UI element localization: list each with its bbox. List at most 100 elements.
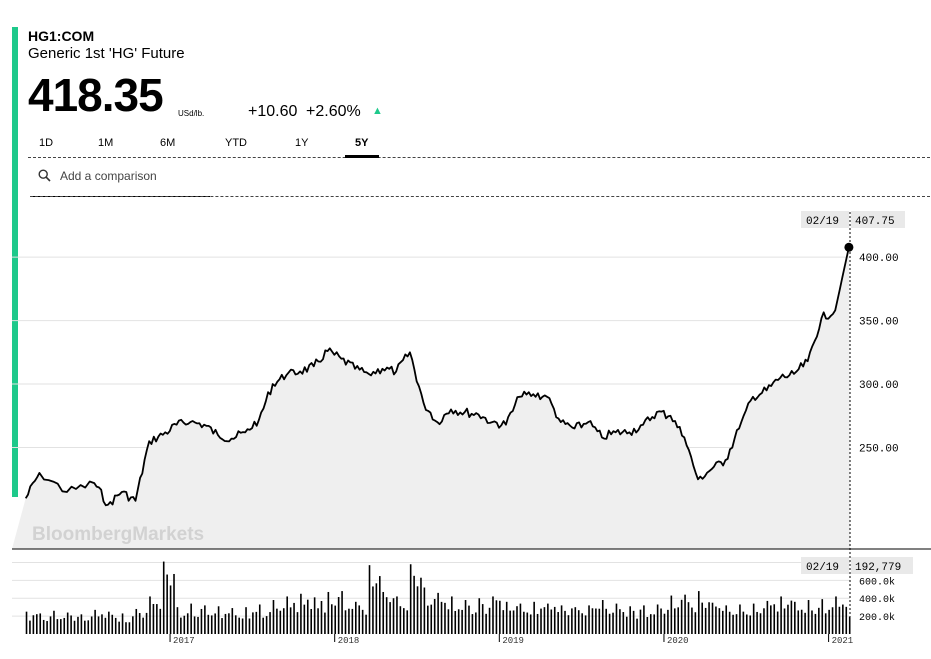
- volume-bar: [478, 598, 481, 634]
- volume-bar: [77, 616, 79, 634]
- instrument-name: Generic 1st 'HG' Future: [28, 45, 185, 62]
- tab-1m[interactable]: 1M: [98, 137, 114, 149]
- volume-bar: [529, 614, 532, 634]
- volume-bar: [649, 614, 652, 634]
- volume-bar: [313, 597, 316, 634]
- volume-bar: [776, 611, 779, 634]
- tab-1y[interactable]: 1Y: [295, 137, 309, 149]
- volume-bar: [265, 616, 268, 634]
- tab-1d[interactable]: 1D: [39, 137, 54, 149]
- volume-bar: [701, 602, 704, 634]
- volume-bar: [735, 614, 738, 634]
- tab-ytd[interactable]: YTD: [225, 137, 247, 149]
- volume-bar: [770, 605, 772, 634]
- volume-bar: [763, 608, 765, 634]
- watermark-text: BloombergMarkets: [32, 524, 204, 545]
- volume-tick-label: 400.0k: [859, 594, 895, 606]
- volume-bar: [214, 613, 216, 634]
- volume-bar: [351, 608, 354, 634]
- volume-bar: [818, 607, 820, 634]
- volume-bar: [571, 608, 573, 634]
- volume-bar: [282, 608, 285, 634]
- volume-bar: [742, 611, 745, 634]
- volume-bar: [838, 606, 841, 634]
- volume-bar: [574, 607, 577, 634]
- volume-bar: [337, 597, 340, 634]
- volume-bar: [639, 609, 642, 634]
- volume-bar: [516, 606, 518, 634]
- volume-bar: [464, 600, 467, 634]
- volume-bar: [413, 575, 415, 634]
- volume-bar: [550, 609, 553, 634]
- volume-bar: [272, 600, 275, 634]
- volume-bar: [73, 620, 76, 634]
- volume-bar: [625, 616, 628, 634]
- volume-bar: [111, 614, 114, 634]
- volume-bar: [252, 612, 254, 634]
- search-divider: [30, 196, 930, 197]
- volume-bar: [392, 598, 395, 634]
- volume-bar: [286, 596, 288, 634]
- volume-bar: [245, 607, 247, 634]
- volume-bar: [708, 602, 710, 634]
- volume-bar: [224, 613, 227, 634]
- volume-bar: [234, 615, 237, 634]
- volume-bar: [451, 596, 453, 634]
- volume-bar: [101, 614, 103, 634]
- cursor-dot: [844, 242, 854, 252]
- volume-bar: [814, 613, 817, 634]
- volume-bar: [293, 602, 295, 634]
- volume-bar: [687, 602, 690, 634]
- volume-bar: [547, 603, 549, 634]
- price-change: +10.60: [248, 103, 298, 120]
- volume-bar: [162, 561, 165, 634]
- volume-bar: [608, 613, 611, 634]
- volume-bar: [588, 605, 590, 634]
- x-tick-label: 2020: [667, 636, 689, 646]
- volume-bar: [365, 614, 367, 634]
- volume-bar: [653, 614, 655, 634]
- volume-bar: [759, 613, 762, 634]
- volume-bar: [787, 604, 789, 634]
- volume-bar: [306, 599, 309, 634]
- volume-bar: [636, 618, 638, 634]
- volume-bar: [128, 622, 131, 634]
- volume-bar: [97, 616, 100, 634]
- volume-bar: [159, 608, 162, 634]
- volume-bar: [238, 617, 240, 634]
- volume-bar: [656, 604, 659, 634]
- cursor-vol-date-box: [801, 557, 849, 574]
- volume-bar: [845, 606, 848, 634]
- volume-bar: [663, 613, 666, 634]
- volume-bar: [667, 609, 669, 634]
- price-line: [24, 247, 850, 507]
- volume-bar: [646, 616, 649, 634]
- volume-bar: [32, 615, 35, 634]
- tab-5y[interactable]: 5Y: [355, 137, 369, 149]
- volume-bar: [475, 612, 477, 634]
- volume-bar: [457, 609, 460, 634]
- volume-bar: [800, 609, 803, 634]
- volume-bar: [334, 605, 337, 634]
- volume-bar: [183, 615, 186, 634]
- volume-bar: [447, 609, 450, 634]
- volume-bar: [502, 610, 505, 634]
- volume-bar: [255, 611, 258, 634]
- volume-bar: [289, 607, 292, 634]
- tab-6m[interactable]: 6M: [160, 137, 176, 149]
- volume-bar: [560, 605, 563, 634]
- volume-bar: [46, 621, 48, 634]
- volume-bar: [824, 613, 827, 634]
- volume-bar: [605, 608, 607, 634]
- volume-bar: [567, 615, 570, 634]
- volume-bar: [231, 608, 234, 634]
- comparison-input[interactable]: [58, 168, 210, 184]
- volume-bar: [773, 604, 776, 634]
- volume-bar: [145, 612, 148, 634]
- volume-bar: [564, 610, 566, 634]
- volume-bar: [152, 603, 155, 634]
- volume-bar: [807, 600, 810, 634]
- volume-bar: [403, 608, 405, 634]
- volume-bar: [732, 614, 734, 634]
